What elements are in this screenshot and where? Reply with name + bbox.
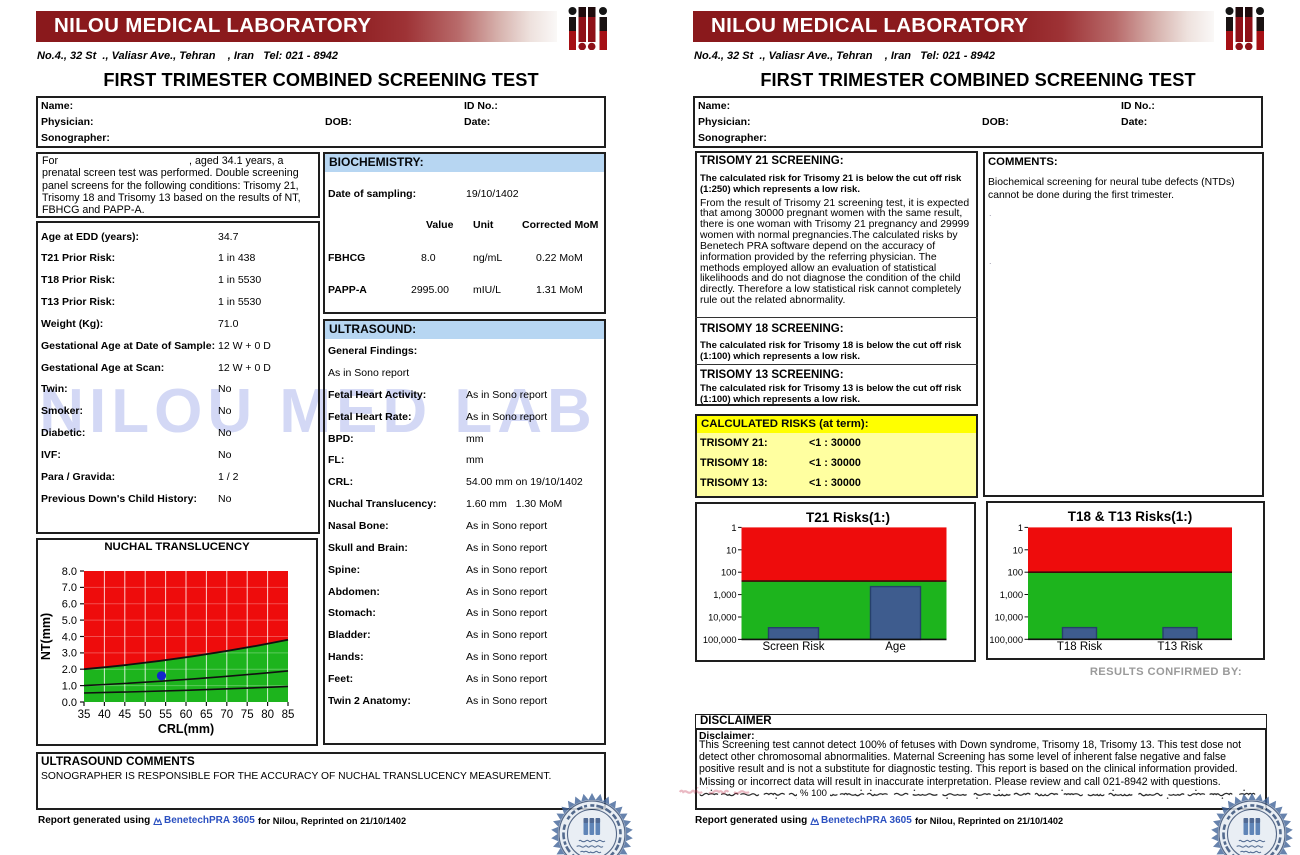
svg-text:85: 85 xyxy=(282,709,295,721)
svg-text:35: 35 xyxy=(78,709,91,721)
svg-text:1: 1 xyxy=(731,523,736,533)
svg-text:7.0: 7.0 xyxy=(62,582,77,594)
svg-text:NT(mm): NT(mm) xyxy=(39,613,53,660)
svg-text:T18 & T13 Risks(1:): T18 & T13 Risks(1:) xyxy=(1068,509,1193,524)
svg-text:65: 65 xyxy=(200,709,213,721)
svg-text:1,000: 1,000 xyxy=(1000,590,1023,600)
svg-text:70: 70 xyxy=(220,709,233,721)
svg-text:1: 1 xyxy=(1018,523,1023,533)
svg-text:100: 100 xyxy=(1007,568,1023,578)
svg-text:40: 40 xyxy=(98,709,111,721)
svg-text:T18 Risk: T18 Risk xyxy=(1057,641,1103,653)
svg-text:T13 Risk: T13 Risk xyxy=(1157,641,1203,653)
svg-text:4.0: 4.0 xyxy=(62,631,77,643)
svg-text:0.0: 0.0 xyxy=(62,697,77,709)
svg-text:80: 80 xyxy=(261,709,274,721)
svg-text:Screen Risk: Screen Risk xyxy=(763,641,825,653)
svg-text:100,000: 100,000 xyxy=(703,635,737,645)
svg-text:10,000: 10,000 xyxy=(708,613,736,623)
svg-text:45: 45 xyxy=(118,709,131,721)
svg-text:5.0: 5.0 xyxy=(62,615,77,627)
svg-text:55: 55 xyxy=(159,709,172,721)
svg-text:100: 100 xyxy=(721,568,737,578)
svg-text:1,000: 1,000 xyxy=(713,590,736,600)
svg-text:T21 Risks(1:): T21 Risks(1:) xyxy=(806,510,890,525)
svg-text:10: 10 xyxy=(726,545,736,555)
svg-text:100,000: 100,000 xyxy=(989,635,1023,645)
svg-text:10: 10 xyxy=(1013,545,1023,555)
svg-text:10,000: 10,000 xyxy=(995,612,1023,622)
svg-text:CRL(mm): CRL(mm) xyxy=(158,722,214,736)
svg-text:50: 50 xyxy=(139,709,152,721)
svg-text:60: 60 xyxy=(180,709,193,721)
svg-text:8.0: 8.0 xyxy=(62,566,77,578)
svg-text:2.0: 2.0 xyxy=(62,664,77,676)
svg-text:1.0: 1.0 xyxy=(62,680,77,692)
svg-text:6.0: 6.0 xyxy=(62,599,77,611)
svg-text:75: 75 xyxy=(241,709,254,721)
svg-text:3.0: 3.0 xyxy=(62,648,77,660)
svg-text:Age: Age xyxy=(885,641,905,653)
